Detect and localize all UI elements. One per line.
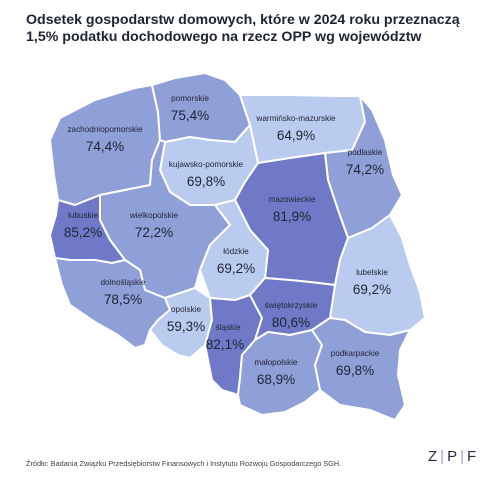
- region-value: 78,5%: [104, 292, 142, 307]
- region-name: świętokrzyskie: [265, 301, 318, 310]
- logo-letter-p: P: [447, 448, 461, 465]
- logo-separator: |: [440, 448, 448, 465]
- label-opolskie: opolskie 59,3%: [167, 305, 205, 334]
- label-swietokrzyskie: świętokrzyskie 80,6%: [265, 301, 318, 330]
- region-podkarpackie[interactable]: [311, 317, 411, 421]
- region-value: 68,9%: [257, 372, 295, 387]
- region-name: małopolskie: [254, 358, 298, 367]
- region-name: dolnośląskie: [100, 278, 146, 287]
- label-mazowieckie: mazowieckie 81,9%: [269, 195, 316, 224]
- region-value: 74,2%: [346, 162, 384, 177]
- logo-letter-z: Z: [428, 448, 441, 465]
- region-value: 82,1%: [206, 337, 244, 352]
- label-kujawsko-pomorskie: kujawsko-pomorskie 69,8%: [169, 160, 244, 189]
- region-name: lubelskie: [356, 268, 388, 277]
- region-name: wielkopolskie: [129, 211, 179, 220]
- region-name: łódzkie: [223, 247, 249, 256]
- region-value: 85,2%: [64, 225, 102, 240]
- region-value: 69,2%: [217, 261, 255, 276]
- label-pomorskie: pomorskie 75,4%: [171, 94, 209, 123]
- label-lubelskie: lubelskie 69,2%: [353, 268, 391, 297]
- label-warminsko-mazurskie: warmińsko-mazurskie 64,9%: [255, 114, 336, 143]
- chart-title: Odsetek gospodarstw domowych, które w 20…: [26, 12, 486, 46]
- region-name: kujawsko-pomorskie: [169, 160, 244, 169]
- region-value: 64,9%: [277, 128, 315, 143]
- label-wielkopolskie: wielkopolskie 72,2%: [129, 211, 179, 240]
- region-name: opolskie: [171, 305, 201, 314]
- label-lodzkie: łódzkie 69,2%: [217, 247, 255, 276]
- title-line-1: Odsetek gospodarstw domowych, które w 20…: [26, 12, 460, 28]
- region-opolskie[interactable]: [149, 287, 213, 359]
- title-line-2: 1,5% podatku dochodowego na rzecz OPP wg…: [26, 29, 422, 45]
- region-value: 75,4%: [171, 108, 209, 123]
- label-podlaskie: podlaskie 74,2%: [346, 148, 384, 177]
- region-name: lubuskie: [68, 211, 98, 220]
- label-slaskie: śląskie 82,1%: [206, 323, 244, 352]
- region-value: 69,8%: [187, 174, 225, 189]
- logo-letter-f: F: [467, 448, 480, 465]
- region-name: zachodniopomorskie: [67, 125, 143, 134]
- region-name: mazowieckie: [269, 195, 316, 204]
- region-value: 69,8%: [336, 363, 374, 378]
- label-malopolskie: małopolskie 68,9%: [254, 358, 298, 387]
- label-dolnoslaskie: dolnośląskie 78,5%: [100, 278, 146, 307]
- region-value: 80,6%: [272, 315, 310, 330]
- region-name: podkarpackie: [331, 349, 380, 358]
- source-note: Źródło: Badania Związku Przedsiębiorstw …: [26, 459, 342, 468]
- region-value: 74,4%: [86, 139, 124, 154]
- region-name: warmińsko-mazurskie: [255, 114, 336, 123]
- region-name: pomorskie: [171, 94, 209, 103]
- zpf-logo: Z|P|F: [428, 448, 479, 465]
- region-value: 59,3%: [167, 319, 205, 334]
- logo-separator: |: [460, 448, 467, 465]
- region-malopolskie[interactable]: [237, 329, 323, 416]
- label-zachodniopomorskie: zachodniopomorskie 74,4%: [67, 125, 143, 154]
- region-value: 69,2%: [353, 282, 391, 297]
- label-lubuskie: lubuskie 85,2%: [64, 211, 102, 240]
- region-name: podlaskie: [348, 148, 383, 157]
- region-name: śląskie: [215, 323, 240, 332]
- region-value: 72,2%: [135, 225, 173, 240]
- region-value: 81,9%: [273, 209, 311, 224]
- label-podkarpackie: podkarpackie 69,8%: [331, 349, 380, 378]
